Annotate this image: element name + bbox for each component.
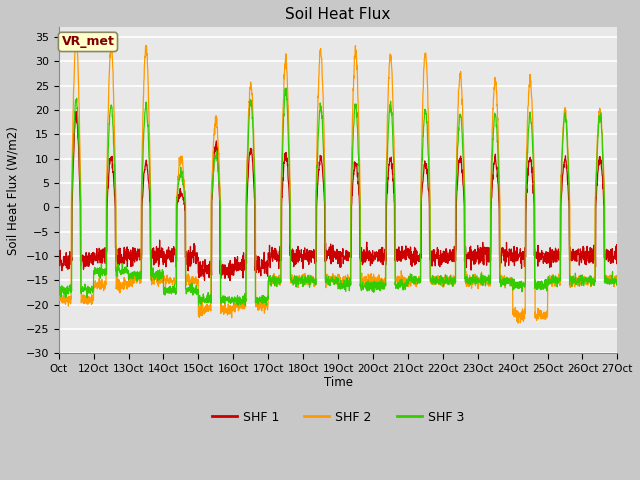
- X-axis label: Time: Time: [324, 376, 353, 389]
- Title: Soil Heat Flux: Soil Heat Flux: [285, 7, 391, 22]
- Text: VR_met: VR_met: [61, 36, 115, 48]
- Legend: SHF 1, SHF 2, SHF 3: SHF 1, SHF 2, SHF 3: [207, 406, 470, 429]
- Y-axis label: Soil Heat Flux (W/m2): Soil Heat Flux (W/m2): [7, 126, 20, 255]
